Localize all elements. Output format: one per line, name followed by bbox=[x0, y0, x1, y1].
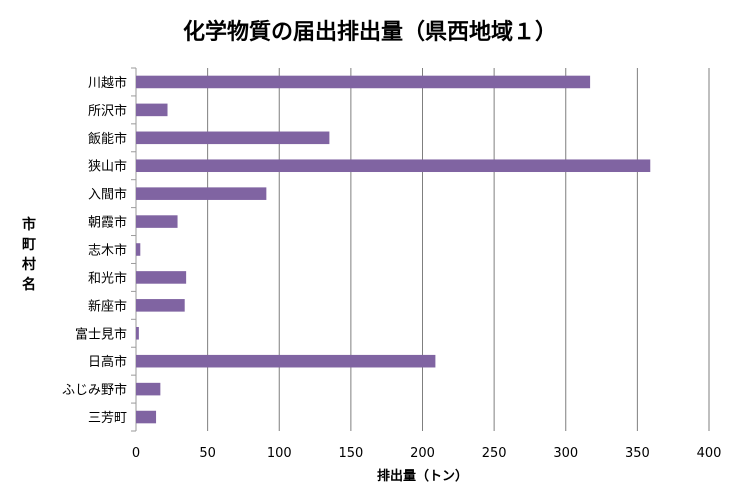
y-tick-label: 飯能市 bbox=[88, 131, 127, 147]
y-tick-label: 入間市 bbox=[88, 187, 127, 203]
x-tick-label: 50 bbox=[199, 446, 216, 461]
y-tick-label: ふじみ野市 bbox=[62, 382, 127, 398]
y-tick-label: 富士見市 bbox=[75, 326, 127, 342]
bar bbox=[136, 103, 168, 117]
x-tick-label: 0 bbox=[132, 446, 140, 461]
bar bbox=[136, 354, 436, 368]
y-tick-label: 志木市 bbox=[88, 243, 127, 259]
x-tick-label: 350 bbox=[625, 446, 650, 461]
bar bbox=[136, 299, 185, 312]
y-tick-label: 朝霞市 bbox=[88, 215, 127, 231]
x-tick-label: 150 bbox=[338, 446, 363, 461]
x-axis-label: 排出量（トン） bbox=[376, 469, 468, 484]
x-tick-labels: 0 50 100 150 200 250 300 350 400 bbox=[132, 446, 722, 461]
gridlines bbox=[135, 68, 710, 431]
x-tick-label: 100 bbox=[267, 446, 292, 461]
y-tick-labels: 川越市所沢市飯能市狭山市入間市朝霞市志木市和光市新座市富士見市日高市ふじみ野市三… bbox=[62, 67, 136, 432]
bar bbox=[136, 382, 161, 396]
y-axis-label: 市町村名 bbox=[22, 217, 36, 293]
bars bbox=[136, 75, 651, 424]
bar bbox=[136, 410, 157, 424]
bar bbox=[136, 215, 178, 228]
x-tick-label: 300 bbox=[553, 446, 578, 461]
y-tick-label: 三芳町 bbox=[88, 411, 127, 426]
y-tick-label: 川越市 bbox=[88, 75, 127, 91]
y-tick-label: 狭山市 bbox=[88, 159, 127, 175]
y-tick-label: 和光市 bbox=[88, 270, 127, 286]
chart-title: 化学物質の届出排出量（県西地域１） bbox=[182, 20, 557, 45]
bar bbox=[136, 243, 141, 256]
y-tick-label: 日高市 bbox=[88, 354, 127, 370]
x-tick-label: 200 bbox=[410, 446, 435, 461]
x-tick-label: 250 bbox=[482, 446, 507, 461]
x-tick-label: 400 bbox=[697, 446, 722, 461]
y-tick-label: 新座市 bbox=[88, 298, 127, 314]
bar bbox=[136, 271, 187, 284]
bar bbox=[136, 187, 267, 200]
bar bbox=[136, 326, 139, 340]
bar bbox=[136, 159, 651, 173]
bar bbox=[136, 131, 330, 145]
bar bbox=[136, 75, 591, 89]
y-tick-label: 所沢市 bbox=[88, 103, 127, 119]
